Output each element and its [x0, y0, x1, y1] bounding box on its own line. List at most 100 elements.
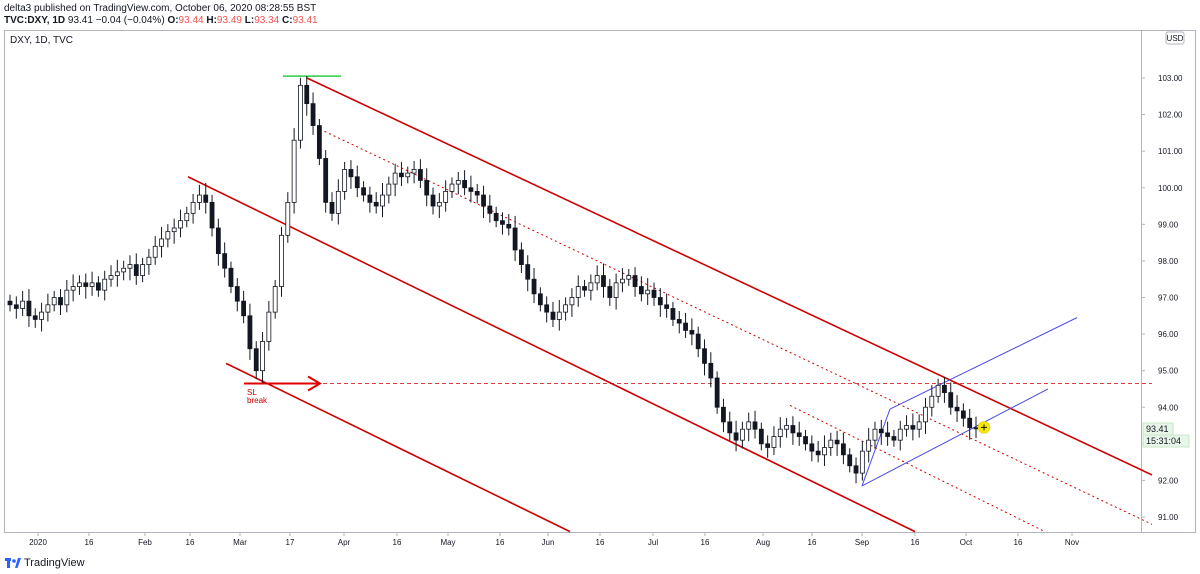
candle-down [83, 282, 89, 287]
x-axis: 2020 16 Feb 16 Mar 17 Apr 16 May 16 Jun 16 Jul 16 Aug 1… [29, 532, 1079, 547]
candle-down [26, 300, 32, 317]
candle-up [929, 395, 935, 408]
candle-down [373, 201, 379, 207]
candle-down [695, 333, 701, 350]
candle-down [329, 201, 335, 214]
candle-down [348, 169, 354, 178]
candle-up [190, 201, 196, 214]
y-tick-label: 98.00 [1158, 257, 1179, 266]
x-tick-label: 16 [596, 538, 605, 547]
candle-up [569, 297, 575, 306]
chart-title: DXY, 1D, TVC [10, 35, 73, 46]
candle-down [878, 428, 884, 434]
footer: TradingView [0, 552, 1200, 574]
candle-down [424, 180, 430, 196]
candle-down [253, 348, 259, 372]
candle-down [657, 297, 663, 306]
candle-down [462, 180, 467, 189]
usd-badge[interactable]: USD [1165, 31, 1185, 45]
candle-up [197, 194, 202, 203]
candle-up [411, 169, 417, 174]
x-tick-label: 16 [911, 538, 920, 547]
candle-up [556, 311, 562, 320]
candle-up [866, 439, 872, 452]
candle-down [582, 286, 587, 291]
candle-down [948, 392, 954, 408]
candle-up [405, 172, 411, 178]
candle-down [885, 432, 891, 437]
currency-label: USD [1167, 34, 1184, 43]
channel-lower-line [225, 362, 571, 533]
symbol-label: TVC:DXY, 1D [4, 15, 66, 26]
candle-up [784, 425, 789, 430]
candle-down [607, 286, 613, 298]
candle-down [203, 194, 209, 203]
y-tick-label: 96.00 [1158, 330, 1179, 339]
candle-up [392, 172, 398, 185]
candle-down [215, 227, 221, 255]
x-tick-label: 17 [286, 538, 295, 547]
candle-up [380, 194, 385, 207]
candle-up [588, 282, 594, 291]
candle-down [519, 249, 524, 265]
candle-down [487, 205, 493, 214]
x-tick-label: Nov [1065, 538, 1079, 547]
candle-up [916, 421, 922, 430]
candle-up [114, 271, 120, 276]
candle-up [828, 439, 834, 448]
y-tick-label: 101.00 [1158, 147, 1183, 156]
candle-down [133, 264, 139, 276]
candle-down [247, 315, 253, 350]
channel-mid-line [187, 176, 916, 533]
candle-down [752, 421, 758, 430]
candle-up [108, 275, 114, 280]
x-tick-label: May [440, 538, 455, 547]
candle-up [266, 311, 272, 342]
candle-up [178, 220, 183, 229]
candle-down [803, 436, 808, 445]
candle-up [272, 286, 278, 313]
y-tick-label: 97.00 [1158, 294, 1179, 303]
candle-down [676, 319, 682, 324]
sl-break-annotation: SL break [247, 388, 268, 405]
candle-up [739, 428, 745, 441]
candle-down [689, 330, 695, 335]
candle-down [481, 194, 486, 207]
candle-up [285, 201, 291, 236]
candle-up [39, 311, 44, 320]
candle-up [436, 201, 442, 207]
x-tick-label: Oct [960, 538, 973, 547]
candle-down [222, 253, 228, 269]
candle-down [500, 220, 505, 225]
overlay-layer [977, 421, 991, 434]
candlestick-chart[interactable]: DXY, 1D, TVC USD 91.0092.0093.0094.0095.… [0, 28, 1200, 552]
candle-down [942, 384, 947, 394]
low-label: L: [244, 15, 255, 26]
candle-down [316, 125, 322, 159]
x-tick-label: Jul [648, 538, 658, 547]
candle-down [512, 227, 518, 251]
candle-down [834, 439, 840, 445]
candle-up [771, 436, 777, 448]
x-tick-label: 16 [701, 538, 710, 547]
x-tick-label: Mar [233, 538, 247, 547]
candle-up [455, 180, 461, 185]
candle-up [45, 304, 51, 313]
candle-down [474, 191, 480, 196]
sl-label: SL [247, 388, 257, 397]
candle-up [935, 384, 941, 397]
candle-up [121, 267, 127, 273]
candle-down [399, 172, 404, 178]
y-tick-label: 92.00 [1158, 476, 1179, 485]
price-change: −0.04 (−0.04%) [95, 15, 165, 26]
break-label: break [247, 396, 268, 405]
candle-down [537, 293, 543, 306]
candle-up [613, 282, 619, 298]
countdown-label: 15:31:04 [1146, 436, 1181, 446]
candle-down [670, 308, 676, 320]
candle-up [594, 275, 600, 284]
candle-down [702, 348, 707, 364]
candle-down [531, 278, 537, 295]
candle-up [575, 286, 581, 298]
candle-down [304, 84, 310, 105]
